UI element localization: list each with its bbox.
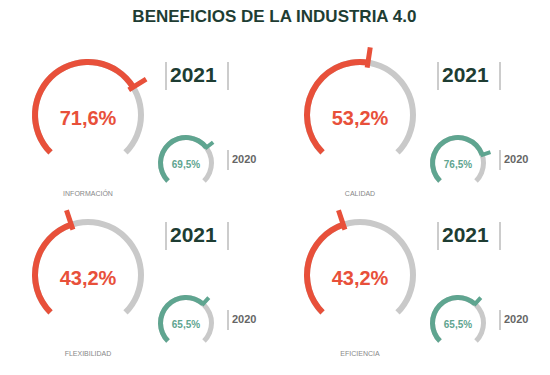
svg-text:2020: 2020 [232, 313, 256, 325]
svg-text:2021: 2021 [170, 223, 217, 246]
svg-text:2021: 2021 [170, 63, 217, 86]
svg-text:53,2%: 53,2% [332, 107, 389, 129]
svg-text:BENEFICIOS DE LA INDUSTRIA 4.0: BENEFICIOS DE LA INDUSTRIA 4.0 [132, 7, 416, 26]
svg-text:INFORMACIÓN: INFORMACIÓN [63, 189, 113, 197]
svg-text:43,2%: 43,2% [332, 267, 389, 289]
svg-text:2020: 2020 [504, 153, 528, 165]
svg-text:69,5%: 69,5% [172, 159, 200, 170]
svg-text:2020: 2020 [504, 313, 528, 325]
svg-text:CALIDAD: CALIDAD [345, 190, 375, 197]
svg-text:71,6%: 71,6% [60, 107, 117, 129]
svg-text:2021: 2021 [442, 63, 489, 86]
svg-text:65,5%: 65,5% [444, 319, 472, 330]
svg-text:2021: 2021 [442, 223, 489, 246]
svg-text:FLEXIBILIDAD: FLEXIBILIDAD [65, 350, 112, 357]
svg-text:43,2%: 43,2% [60, 267, 117, 289]
svg-text:EFICIENCIA: EFICIENCIA [340, 350, 380, 357]
svg-text:2020: 2020 [232, 153, 256, 165]
svg-text:76,5%: 76,5% [444, 159, 472, 170]
svg-text:65,5%: 65,5% [172, 319, 200, 330]
